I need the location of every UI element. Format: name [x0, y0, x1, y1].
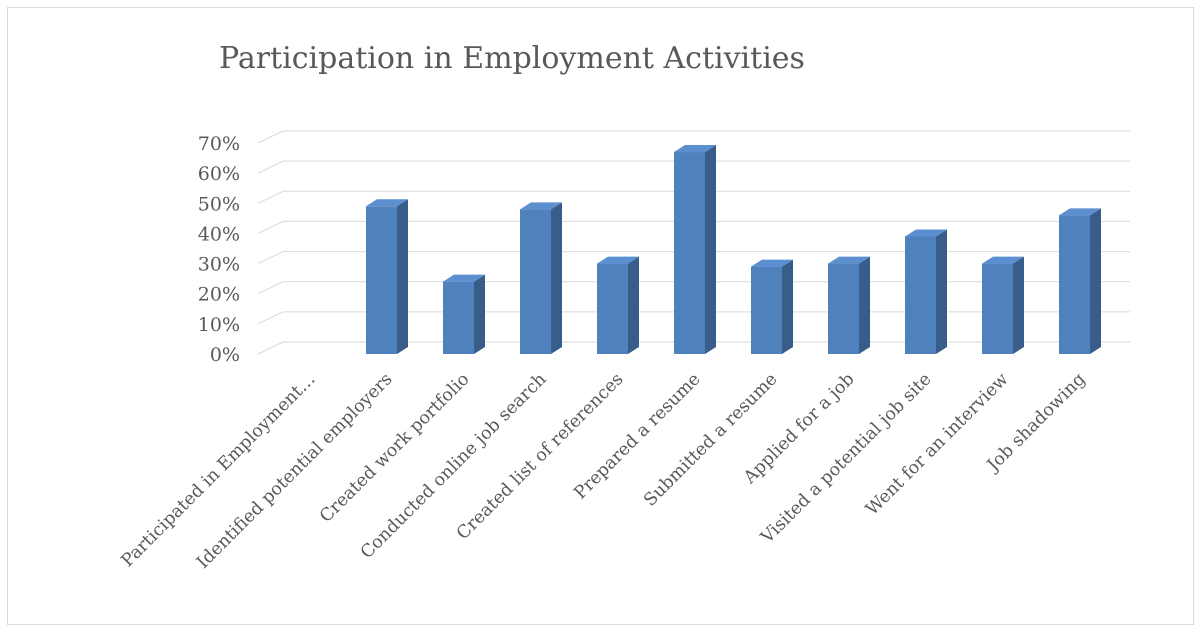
y-tick-label: 20% [198, 284, 240, 306]
bar [1059, 208, 1101, 354]
gridline [257, 251, 1130, 265]
x-category-label: Created list of references [453, 369, 627, 543]
y-tick-label: 50% [198, 193, 240, 215]
y-tick-label: 30% [198, 254, 240, 276]
bar [520, 202, 562, 354]
gridline [257, 160, 1130, 174]
bar [982, 256, 1024, 354]
bar [905, 229, 947, 354]
gridline [257, 220, 1130, 234]
y-tick-label: 0% [210, 344, 240, 366]
bars [366, 145, 1101, 354]
gridline [257, 130, 1130, 144]
x-category-label: Submitted a resume [640, 369, 781, 510]
bar [674, 145, 716, 354]
chart-frame: Participation in Employment Activities 0… [7, 7, 1194, 625]
bar [751, 259, 793, 354]
x-category-label: Prepared a resume [571, 369, 705, 503]
gridline [257, 190, 1130, 204]
gridlines [257, 130, 1130, 355]
x-axis-labels: Participated in Employment…Identified po… [118, 369, 1090, 572]
y-tick-label: 40% [198, 223, 240, 245]
bar [597, 256, 639, 354]
bar [828, 256, 870, 354]
x-category-label: Went for an interview [862, 369, 1012, 519]
bar [443, 274, 485, 354]
chart-title: Participation in Employment Activities [219, 41, 805, 76]
y-tick-label: 70% [198, 133, 240, 155]
x-category-label: Created work portfolio [316, 369, 473, 526]
bar [366, 199, 408, 354]
y-axis-ticks: 0% 10% 20% 30% 40% 50% 60% 70% [198, 133, 240, 366]
chart-svg: Participation in Employment Activities 0… [118, 41, 1130, 573]
y-tick-label: 10% [198, 314, 240, 336]
y-tick-label: 60% [198, 163, 240, 185]
